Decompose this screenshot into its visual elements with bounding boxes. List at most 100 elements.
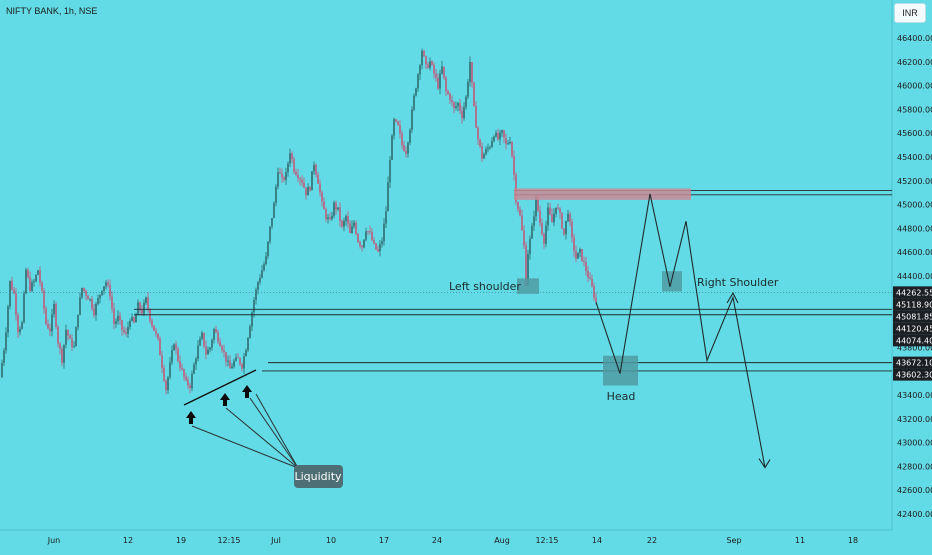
candle-body [61, 348, 63, 363]
candle-body [385, 211, 387, 224]
candle-body [505, 137, 507, 144]
candle-body [483, 154, 485, 159]
symbol-title: NIFTY BANK, 1h, NSE [6, 6, 98, 16]
candle-body [285, 171, 287, 180]
candle-body [233, 360, 235, 367]
candle-body [223, 350, 225, 353]
candle-body [569, 213, 571, 223]
candle-body [317, 174, 319, 184]
candle-body [257, 282, 259, 290]
candle-body [545, 225, 547, 244]
candle-body [291, 153, 293, 160]
candle-body [557, 207, 559, 209]
candle-body [25, 269, 27, 294]
candle-body [43, 290, 45, 309]
pattern-label: Right Shoulder [697, 276, 779, 289]
candle-body [49, 328, 51, 332]
candle-body [115, 321, 117, 324]
candle-body [281, 173, 283, 178]
candle-body [55, 303, 57, 327]
liquidity-label-box [294, 465, 343, 488]
price-label: 44074.40 [896, 336, 932, 345]
y-tick-label: 45000.00 [897, 201, 932, 210]
candle-body [439, 73, 441, 89]
candle-body [23, 293, 25, 323]
resistance-band [514, 188, 691, 200]
candle-body [377, 249, 379, 252]
candle-body [117, 315, 119, 322]
candle-body [237, 357, 239, 359]
axes: 46400.00 46200.00 46000.00 45800.00 45600.00… [47, 34, 932, 545]
candle-body [131, 317, 133, 321]
candle-body [571, 222, 573, 238]
candle-body [159, 338, 161, 356]
candle-body [203, 332, 205, 347]
liquidity-pointer-line [255, 393, 299, 469]
candle-body [579, 249, 581, 253]
candle-body [499, 132, 501, 140]
candle-body [447, 90, 449, 95]
candle-body [63, 344, 65, 363]
candle-body [465, 96, 467, 108]
candle-body [27, 269, 29, 278]
candle-body [197, 345, 199, 359]
candle-body [53, 303, 55, 315]
candle-body [351, 226, 353, 234]
candle-body [217, 332, 219, 342]
candle-body [325, 209, 327, 220]
candle-body [47, 323, 49, 329]
candle-body [83, 287, 85, 291]
currency-button[interactable]: INR [894, 3, 926, 23]
liquidity-markup [183, 369, 343, 488]
candle-body [71, 338, 73, 347]
pattern-zone [517, 278, 539, 294]
candle-body [75, 327, 77, 347]
candle-body [547, 207, 549, 226]
candle-body [575, 250, 577, 259]
candle-body [507, 143, 509, 144]
candle-body [5, 332, 7, 351]
x-tick-label: 10 [326, 536, 336, 545]
candle-body [345, 216, 347, 221]
candle-body [201, 332, 203, 339]
grid [0, 0, 893, 531]
candle-body [167, 377, 169, 391]
candle-body [549, 207, 551, 215]
candle-body [109, 285, 111, 297]
candle-body [221, 346, 223, 351]
x-tick-label: 12:15 [535, 536, 558, 545]
candle-body [521, 215, 523, 231]
candle-body [7, 306, 9, 333]
candle-body [245, 350, 247, 357]
candle-body [319, 183, 321, 193]
candle-body [355, 222, 357, 234]
candle-body [375, 243, 377, 250]
candle-body [537, 196, 539, 211]
candle-body [193, 364, 195, 374]
candle-body [445, 77, 447, 91]
candle-body [583, 260, 585, 263]
candle-body [441, 66, 443, 74]
x-tick-label: 24 [432, 536, 442, 545]
candle-body [263, 264, 265, 271]
candle-body [311, 171, 313, 191]
candle-body [215, 329, 217, 333]
candle-body [65, 329, 67, 345]
candle-body [397, 121, 399, 126]
candle-body [125, 332, 127, 334]
candle-body [399, 125, 401, 134]
y-tick-label: 44400.00 [897, 272, 932, 281]
candle-body [161, 355, 163, 368]
x-tick-label: 19 [176, 536, 186, 545]
candle-body [135, 314, 137, 323]
x-tick-label: 11 [795, 536, 805, 545]
candle-body [425, 56, 427, 65]
candle-body [107, 282, 109, 286]
x-tick-label: Jul [270, 536, 281, 545]
candle-body [475, 106, 477, 128]
candle-body [563, 228, 565, 235]
y-tick-label: 43800.00 [897, 343, 932, 352]
candle-body [433, 64, 435, 74]
